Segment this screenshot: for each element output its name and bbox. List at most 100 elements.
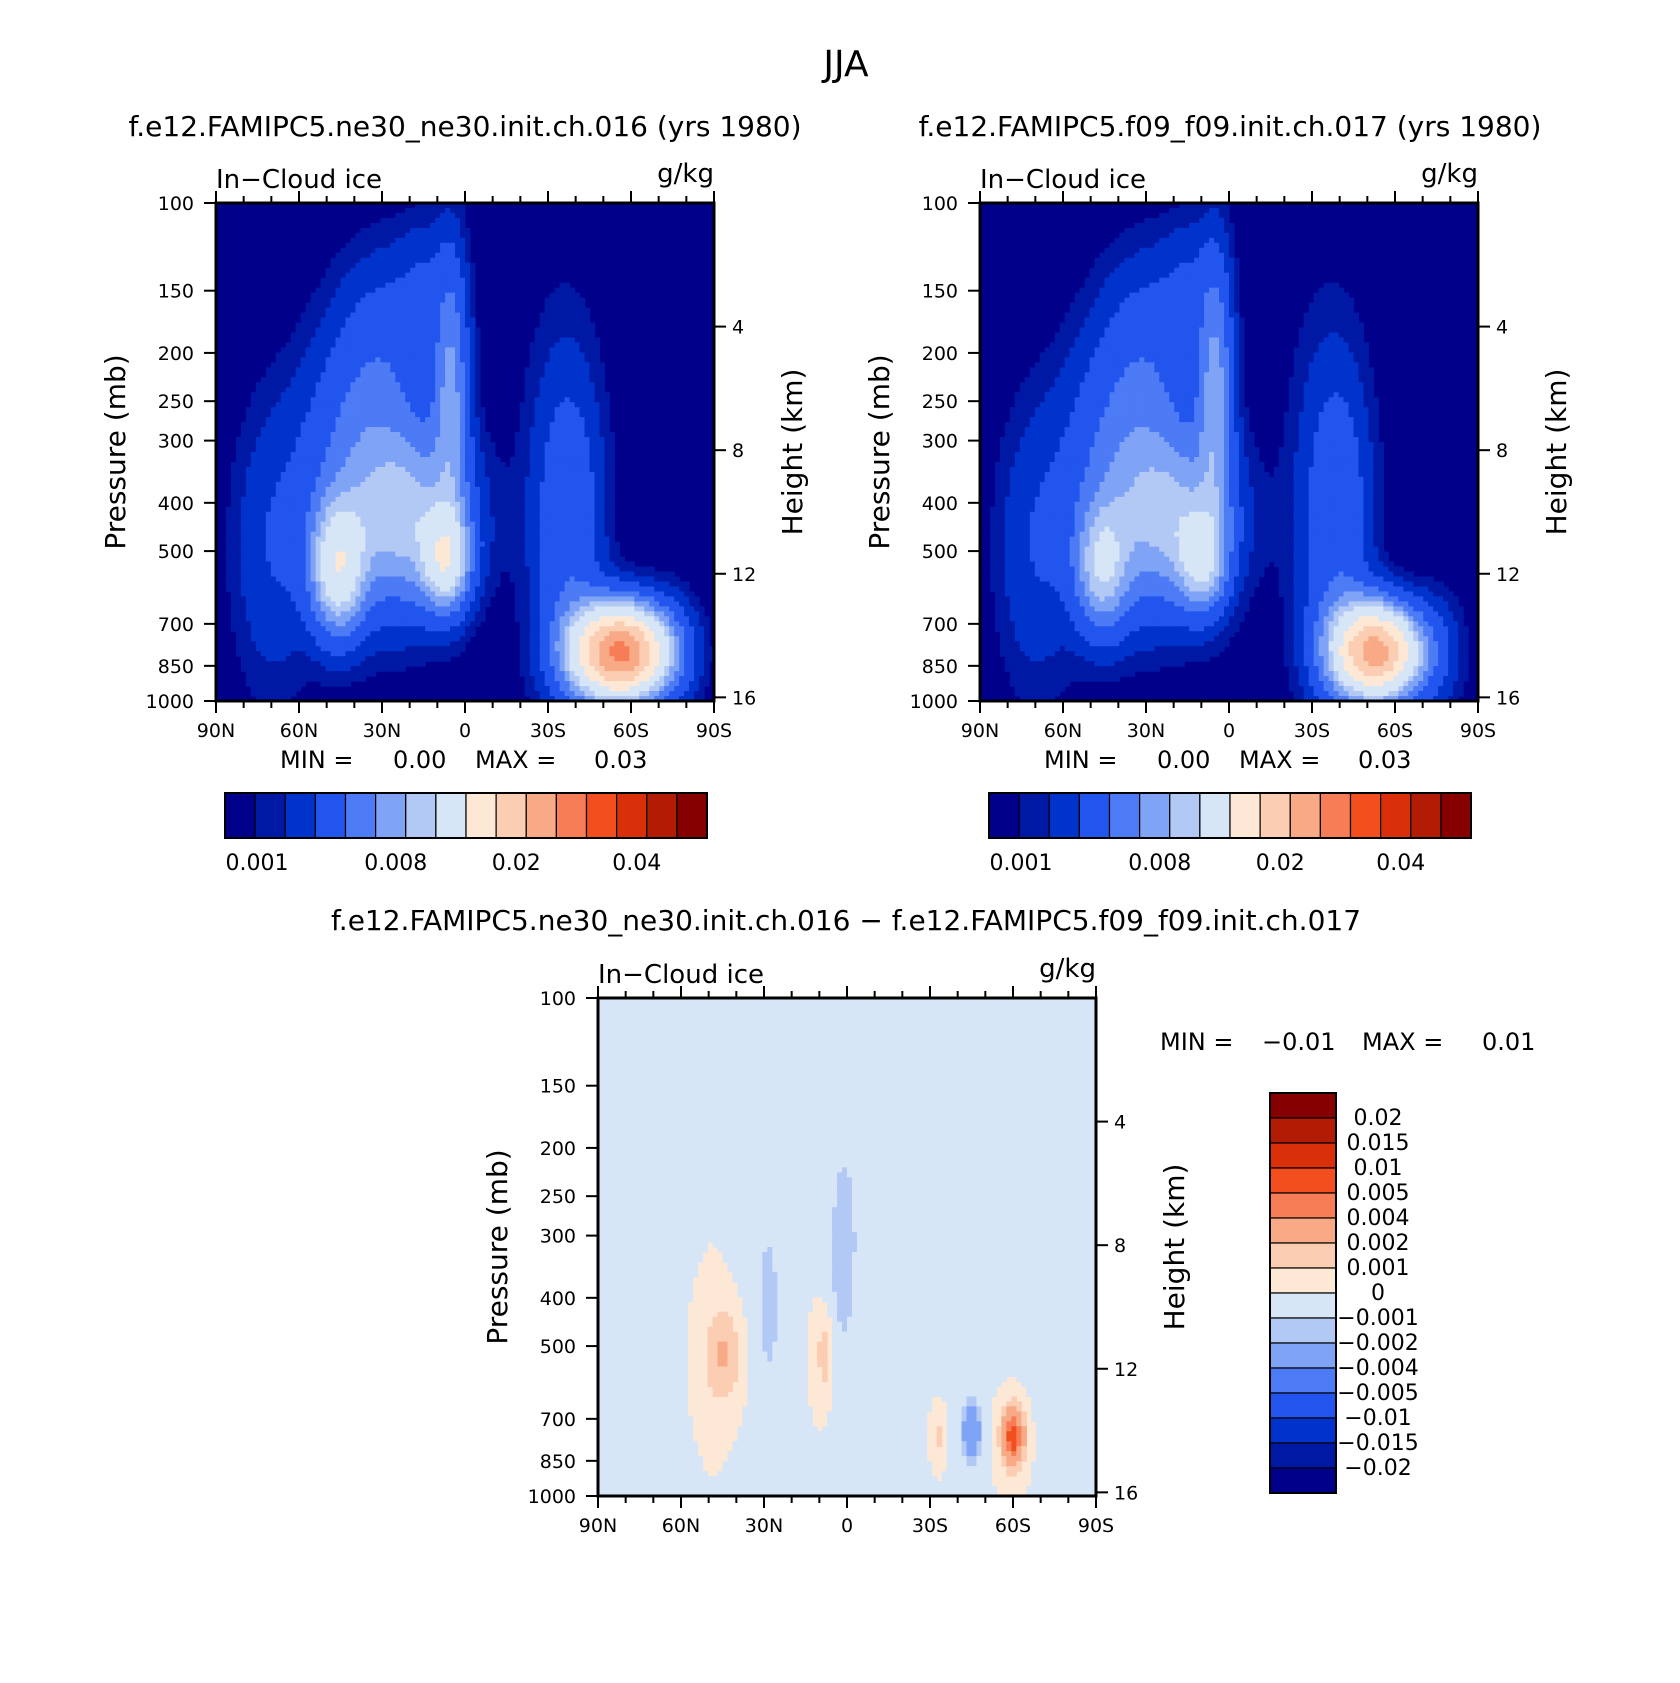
contour-cell [410, 452, 416, 458]
contour-cell [320, 302, 327, 309]
contour-cell [320, 452, 327, 458]
contour-cell [440, 531, 446, 538]
contour-cell [350, 541, 357, 548]
contour-cell [574, 596, 581, 602]
contour-cell [375, 616, 381, 622]
contour-cell [435, 561, 441, 568]
contour-cell [325, 397, 332, 403]
contour-cell [440, 476, 446, 483]
contour-cell [554, 571, 561, 578]
contour-cell [230, 556, 237, 563]
contour-cell [380, 471, 386, 478]
contour-cell [440, 452, 446, 458]
contour-cell [539, 461, 546, 468]
contour-cell [370, 496, 376, 503]
contour-cell [250, 491, 257, 498]
contour-cell [395, 447, 401, 453]
contour-cell [479, 581, 486, 588]
contour-cell [455, 461, 461, 468]
contour-cell [380, 302, 386, 309]
contour-cell [455, 257, 461, 264]
contour-cell [390, 511, 396, 518]
contour-cell [584, 541, 591, 548]
contour-cell [445, 546, 451, 553]
contour-cell [325, 422, 332, 428]
contour-cell [250, 541, 257, 548]
contour-cell [450, 571, 456, 578]
contour-cell [320, 481, 327, 488]
contour-cell [295, 556, 302, 563]
contour-cell [465, 322, 471, 329]
contour-cell [390, 287, 396, 294]
contour-cell [365, 561, 371, 568]
contour-cell [245, 466, 252, 473]
contour-cell [305, 586, 312, 593]
contour-cell [484, 566, 491, 573]
contour-cell [569, 327, 576, 334]
contour-cell [469, 262, 476, 269]
contour-cell [455, 526, 461, 533]
contour-cell [285, 412, 292, 418]
contour-cell [614, 561, 620, 568]
contour-cell [345, 407, 352, 413]
contour-cell [375, 342, 381, 349]
contour-cell [455, 606, 461, 612]
contour-cell [489, 461, 496, 468]
contour-cell [445, 476, 451, 483]
contour-cell [305, 481, 312, 488]
contour-cell [474, 466, 481, 473]
contour-cell [405, 407, 411, 413]
contour-cell [564, 292, 571, 299]
contour-cell [474, 531, 481, 538]
contour-cell [524, 536, 531, 543]
contour-cell [445, 417, 451, 423]
contour-cell [330, 516, 337, 523]
contour-cell [435, 237, 441, 244]
contour-cell [455, 397, 461, 403]
contour-cell [360, 317, 366, 324]
contour-cell [529, 586, 536, 593]
contour-cell [380, 392, 386, 398]
contour-cell [250, 461, 257, 468]
contour-cell [445, 327, 451, 334]
contour-cell [245, 616, 252, 622]
contour-cell [280, 486, 287, 493]
contour-cell [385, 372, 391, 378]
contour-cell [225, 556, 232, 563]
contour-cell [549, 297, 556, 304]
contour-cell [559, 322, 566, 329]
contour-cell [325, 382, 332, 388]
contour-cell [455, 357, 461, 363]
contour-cell [290, 342, 297, 349]
contour-cell [420, 257, 426, 264]
contour-cell [370, 392, 376, 398]
contour-cell [325, 307, 332, 314]
contour-cell [420, 606, 426, 612]
contour-cell [275, 561, 282, 568]
contour-cell [474, 511, 481, 518]
contour-cell [609, 521, 615, 528]
contour-cell [405, 332, 411, 339]
contour-cell [405, 442, 411, 448]
contour-cell [310, 551, 317, 558]
contour-cell [564, 471, 571, 478]
contour-cell [325, 437, 332, 443]
contour-cell [445, 212, 451, 219]
contour-cell [440, 337, 446, 344]
contour-cell [320, 422, 327, 428]
contour-cell [559, 481, 566, 488]
contour-cell [465, 536, 471, 543]
contour-cell [270, 521, 277, 528]
contour-cell [295, 606, 302, 612]
contour-cell [509, 526, 516, 533]
contour-cell [604, 417, 611, 423]
contour-cell [440, 541, 446, 548]
contour-cell [330, 287, 337, 294]
contour-cell [280, 541, 287, 548]
contour-cell [290, 556, 297, 563]
contour-cell [579, 417, 586, 423]
contour-cell [300, 452, 307, 458]
contour-cell [484, 461, 491, 468]
contour-cell [370, 506, 376, 513]
contour-cell [245, 611, 252, 617]
